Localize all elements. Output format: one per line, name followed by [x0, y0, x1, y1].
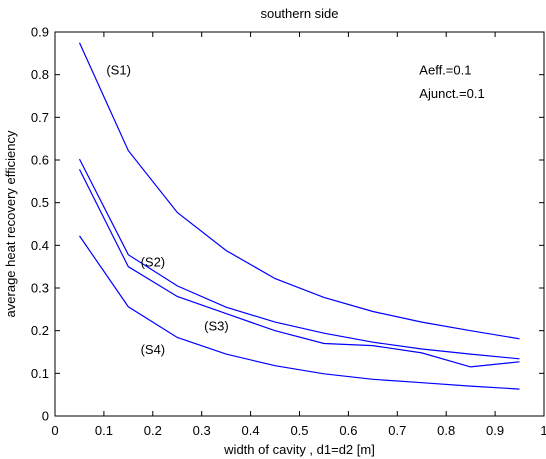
series-line	[78, 158, 520, 360]
y-tick-label: 0.2	[31, 323, 49, 338]
x-tick-label: 0.3	[193, 423, 211, 438]
x-tick-label: 1	[540, 423, 546, 438]
plot-frame	[54, 31, 545, 417]
x-tick-label: 0.1	[95, 423, 113, 438]
series-label: (S3)	[204, 319, 229, 334]
x-tick-label: 0.2	[144, 423, 162, 438]
series-lines	[78, 42, 520, 390]
x-tick-label: 0.9	[486, 423, 504, 438]
y-tick-label: 0	[42, 409, 49, 424]
x-tick-label: 0.4	[242, 423, 260, 438]
parameter-annotation: Ajunct.=0.1	[419, 86, 484, 101]
y-tick-label: 0.4	[31, 238, 49, 253]
y-axis-title: average heat recovery efficiency	[3, 130, 18, 317]
y-tick-label: 0.7	[31, 110, 49, 125]
x-axis-title: width of cavity , d1=d2 [m]	[223, 442, 375, 457]
chart-title: southern side	[260, 6, 338, 21]
annotations: Aeff.=0.1 Ajunct.=0.1	[419, 63, 484, 101]
x-tick-label: 0.7	[388, 423, 406, 438]
x-tick-label: 0	[51, 423, 58, 438]
y-tick-label: 0.9	[31, 25, 49, 40]
series-line	[79, 235, 520, 390]
series-label: (S1)	[106, 63, 131, 78]
x-tick-label: 0.8	[437, 423, 455, 438]
y-tick-label: 0.1	[31, 366, 49, 381]
series-label: (S4)	[141, 342, 166, 357]
series-line	[78, 42, 520, 340]
x-tick-label: 0.6	[339, 423, 357, 438]
y-tick-label: 0.3	[31, 281, 49, 296]
series-line	[78, 169, 520, 368]
series-labels: (S1) (S2) (S3) (S4)	[106, 63, 228, 357]
y-tick-label: 0.5	[31, 195, 49, 210]
y-tick-label: 0.8	[31, 67, 49, 82]
series-label: (S2)	[141, 255, 166, 270]
y-axis: 0 0.1 0.2 0.3 0.4 0.5 0.6 0.7 0.8 0.9	[31, 25, 544, 424]
x-axis: 0 0.1 0.2 0.3 0.4 0.5 0.6 0.7 0.8 0.9 1	[51, 32, 546, 438]
parameter-annotation: Aeff.=0.1	[419, 63, 471, 78]
y-tick-label: 0.6	[31, 153, 49, 168]
x-tick-label: 0.5	[290, 423, 308, 438]
